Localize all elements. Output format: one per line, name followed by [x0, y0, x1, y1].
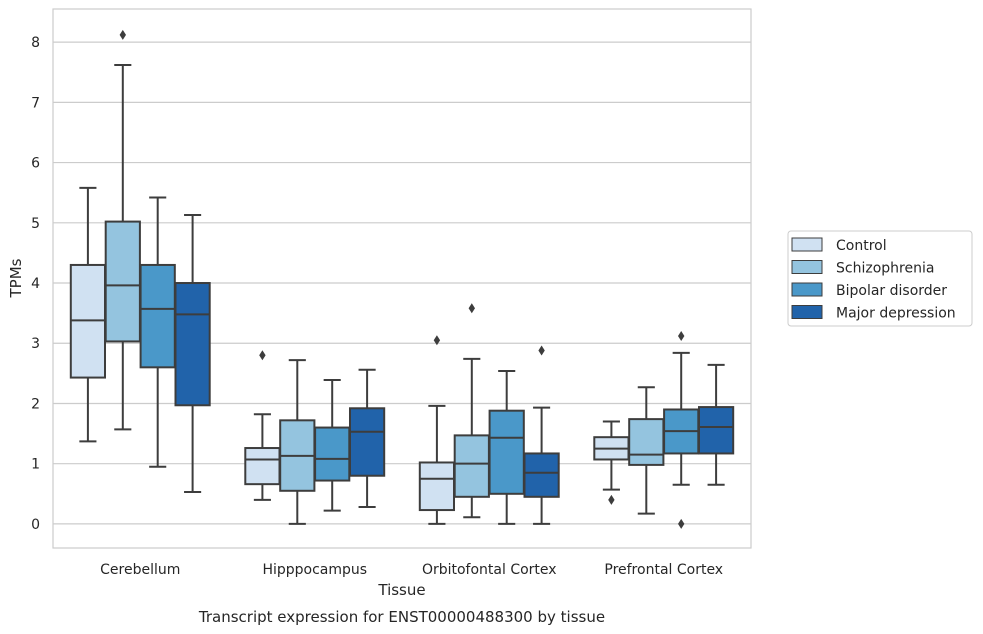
legend-swatch-3: [791, 282, 823, 297]
y-tick-label-7: 7: [31, 95, 40, 111]
box-body: [418, 461, 456, 512]
legend-label-4: Major depression: [836, 306, 956, 322]
y-tick-label-6: 6: [31, 156, 40, 172]
box-4-series-4: [697, 363, 735, 486]
box-body: [314, 426, 351, 482]
box-4-series-2: [628, 386, 665, 515]
y-tick-label-0: 0: [31, 517, 40, 533]
legend-label-1: Control: [836, 238, 887, 254]
outlier-point: [259, 350, 266, 361]
legend-swatch-2: [791, 260, 823, 274]
box-3-series-1: [418, 335, 456, 525]
legend-frame: [787, 230, 973, 327]
box-1-series-2: [104, 29, 141, 431]
box-3-series-4: [523, 345, 560, 525]
box-body: [453, 434, 490, 498]
outlier-point: [468, 303, 475, 314]
outlier-point: [538, 345, 545, 356]
box-2-series-4: [348, 368, 386, 509]
box-2-series-1: [244, 350, 281, 501]
x-axis-ticks: Cerebellum Hipppocampus Orbitofontal Corte…: [100, 562, 723, 578]
box-body: [139, 263, 176, 369]
box-3-series-3: [488, 369, 525, 525]
box-4-series-1: [593, 420, 630, 505]
box-2-series-3: [314, 378, 351, 512]
y-axis-label: TPMs: [7, 258, 25, 298]
y-axis-ticks: 0 1 2 3 4 5 6 7 8: [31, 35, 40, 533]
y-tick-label-4: 4: [31, 276, 40, 292]
outlier-point: [119, 29, 126, 40]
y-tick-label-2: 2: [31, 396, 40, 412]
outlier-point: [678, 331, 685, 342]
box-3-series-2: [453, 303, 490, 519]
legend-swatch-1: [791, 237, 823, 252]
outlier-point: [678, 518, 685, 529]
box-1-series-3: [139, 196, 176, 468]
box-body: [488, 409, 525, 495]
box-body: [697, 406, 735, 455]
box-body: [348, 407, 386, 477]
y-tick-label-5: 5: [31, 216, 40, 232]
x-tick-label-3: Orbitofontal Cortex: [422, 562, 557, 578]
y-tick-label-8: 8: [31, 35, 40, 51]
y-tick-label-3: 3: [31, 336, 40, 352]
chart-caption: Transcript expression for ENST0000048830…: [198, 608, 605, 626]
box-body: [628, 418, 665, 466]
plot-frame: [52, 8, 752, 549]
x-tick-label-1: Cerebellum: [100, 562, 180, 578]
box-4-series-3: [663, 331, 700, 529]
outlier-point: [608, 494, 615, 505]
legend-label-3: Bipolar disorder: [836, 283, 947, 299]
legend-label-2: Schizophrenia: [836, 261, 934, 277]
y-tick-label-1: 1: [31, 457, 40, 473]
box-body: [104, 220, 141, 343]
box-body: [523, 452, 560, 498]
legend: Control Schizophrenia Bipolar disorder Majo…: [787, 230, 973, 327]
x-tick-label-4: Prefrontal Cortex: [604, 562, 723, 578]
box-1-series-4: [174, 213, 211, 493]
box-2-series-2: [279, 359, 316, 525]
outlier-point: [433, 335, 441, 346]
x-tick-label-2: Hipppocampus: [262, 562, 367, 578]
box-plot-area: [69, 29, 735, 529]
legend-swatch-4: [791, 305, 823, 319]
box-body: [244, 447, 281, 486]
x-axis-label: Tissue: [377, 581, 425, 599]
box-body: [174, 282, 211, 407]
